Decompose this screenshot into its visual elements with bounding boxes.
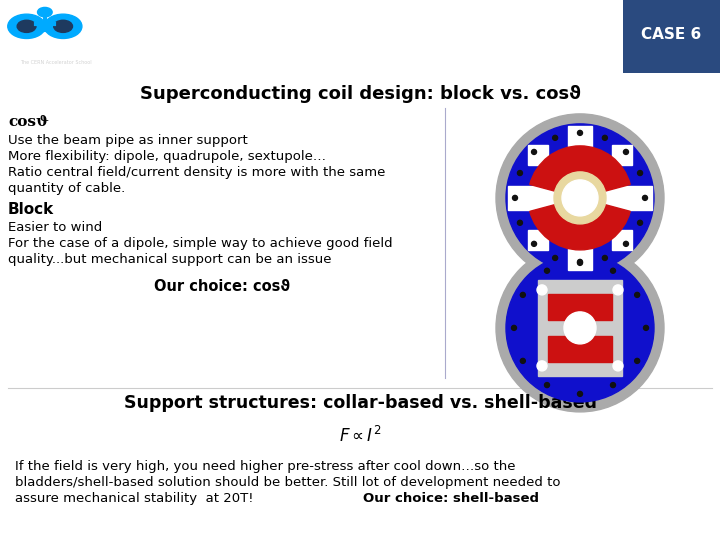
Circle shape <box>531 150 536 154</box>
Circle shape <box>531 241 536 246</box>
Circle shape <box>513 195 518 200</box>
Text: Our choice: cosϑ: Our choice: cosϑ <box>154 279 290 294</box>
Bar <box>548 336 612 362</box>
Bar <box>604 186 652 210</box>
Circle shape <box>564 312 596 344</box>
Text: CASE 6: CASE 6 <box>641 28 701 43</box>
Text: quality...but mechanical support can be an issue: quality...but mechanical support can be … <box>8 253 331 266</box>
Bar <box>568 222 592 270</box>
Circle shape <box>577 130 582 136</box>
Circle shape <box>611 382 616 388</box>
Circle shape <box>45 14 82 38</box>
Circle shape <box>637 171 642 176</box>
Bar <box>613 145 632 165</box>
Text: If the field is very high, you need higher pre-stress after cool down…so the: If the field is very high, you need high… <box>15 460 516 473</box>
Text: quantity of cable.: quantity of cable. <box>8 182 125 195</box>
Circle shape <box>554 172 606 224</box>
Text: assure mechanical stability  at 20T!: assure mechanical stability at 20T! <box>15 492 258 505</box>
Bar <box>508 186 556 210</box>
Circle shape <box>577 260 582 265</box>
Text: More flexibility: dipole, quadrupole, sextupole…: More flexibility: dipole, quadrupole, se… <box>8 150 326 163</box>
Circle shape <box>17 20 36 32</box>
Text: Block: Block <box>8 202 54 217</box>
Bar <box>613 231 632 251</box>
FancyBboxPatch shape <box>623 0 720 73</box>
Circle shape <box>577 392 582 396</box>
Bar <box>538 280 622 376</box>
Text: Additional: Additional <box>215 23 360 47</box>
Circle shape <box>521 359 526 363</box>
Circle shape <box>613 285 623 295</box>
Text: $F \propto I^2$: $F \propto I^2$ <box>339 426 381 446</box>
Circle shape <box>634 359 639 363</box>
Circle shape <box>603 136 608 140</box>
Text: Support structures: collar-based vs. shell-based: Support structures: collar-based vs. she… <box>124 394 596 412</box>
Bar <box>568 126 592 174</box>
Circle shape <box>37 8 52 17</box>
Circle shape <box>537 361 547 371</box>
Text: Superconducting coil design: block vs. cosϑ: Superconducting coil design: block vs. c… <box>140 85 580 103</box>
Circle shape <box>496 114 664 282</box>
Circle shape <box>624 150 629 154</box>
Wedge shape <box>530 146 630 192</box>
Text: Our choice: shell-based: Our choice: shell-based <box>363 492 539 505</box>
Text: For the case of a dipole, simple way to achieve good field: For the case of a dipole, simple way to … <box>8 237 392 250</box>
Circle shape <box>8 14 45 38</box>
Circle shape <box>553 255 557 260</box>
Circle shape <box>637 220 642 225</box>
Circle shape <box>537 285 547 295</box>
Circle shape <box>496 244 664 412</box>
Text: bladders/shell-based solution should be better. Still lot of development needed : bladders/shell-based solution should be … <box>15 476 560 489</box>
Circle shape <box>511 326 516 330</box>
Circle shape <box>544 268 549 273</box>
Circle shape <box>577 259 582 265</box>
Text: cosϑ: cosϑ <box>8 115 49 129</box>
Circle shape <box>518 220 523 225</box>
Text: Use the beam pipe as inner support: Use the beam pipe as inner support <box>8 134 248 147</box>
Circle shape <box>644 326 649 330</box>
Circle shape <box>506 124 654 272</box>
Circle shape <box>613 361 623 371</box>
Bar <box>548 294 612 320</box>
Text: The CERN Accelerator School: The CERN Accelerator School <box>20 60 91 65</box>
Circle shape <box>518 171 523 176</box>
Circle shape <box>603 255 608 260</box>
Wedge shape <box>530 204 630 250</box>
Circle shape <box>624 241 629 246</box>
Circle shape <box>562 180 598 216</box>
Circle shape <box>634 292 639 298</box>
Circle shape <box>54 20 73 32</box>
Text: (II): (II) <box>443 23 490 47</box>
Circle shape <box>521 292 526 298</box>
Circle shape <box>544 382 549 388</box>
Circle shape <box>642 195 647 200</box>
Bar <box>528 145 548 165</box>
Circle shape <box>611 268 616 273</box>
Circle shape <box>553 136 557 140</box>
Text: Easier to wind: Easier to wind <box>8 221 102 234</box>
Text: questions: questions <box>360 24 498 46</box>
Bar <box>528 231 548 251</box>
Circle shape <box>506 254 654 402</box>
Text: Ratio central field/current density is more with the same: Ratio central field/current density is m… <box>8 166 385 179</box>
